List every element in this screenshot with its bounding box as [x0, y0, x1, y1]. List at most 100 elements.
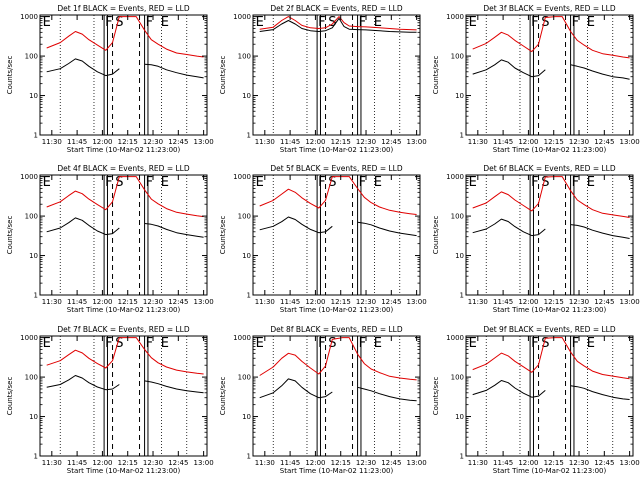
series-lld	[472, 176, 630, 218]
y-tick-label: 100	[25, 53, 38, 61]
region-label: F	[572, 175, 579, 190]
x-tick-label: 12:15	[331, 298, 351, 306]
region-label: F	[105, 15, 112, 30]
region-label: F	[146, 15, 153, 30]
region-label: E	[374, 336, 382, 351]
x-tick-label: 12:30	[356, 298, 376, 306]
y-tick-label: 1000	[446, 173, 464, 181]
x-tick-label: 12:45	[168, 459, 188, 467]
y-tick-label: 1	[247, 132, 251, 140]
x-tick-label: 11:30	[42, 459, 62, 467]
x-tick-label: 11:30	[468, 459, 488, 467]
region-label: E	[374, 15, 382, 30]
x-axis-label: Start Time (10-Mar-02 11:23:00)	[280, 467, 394, 475]
series-lld	[46, 176, 204, 218]
region-label: F	[146, 336, 153, 351]
y-axis-label: Counts/sec	[219, 56, 227, 95]
x-tick-label: 13:00	[407, 138, 427, 146]
y-axis-label: Counts/sec	[6, 216, 14, 255]
x-tick-label: 12:30	[569, 459, 589, 467]
region-label: E	[43, 175, 51, 190]
x-tick-label: 12:45	[168, 298, 188, 306]
region-label: E	[256, 15, 264, 30]
region-label: E	[256, 336, 264, 351]
y-tick-label: 10	[29, 252, 38, 260]
x-tick-label: 12:15	[544, 138, 564, 146]
panel-title: Det 1f BLACK = Events, RED = LLD	[57, 4, 190, 13]
y-tick-label: 1000	[20, 13, 38, 21]
x-tick-label: 11:30	[255, 298, 275, 306]
region-label: S	[328, 336, 336, 351]
region-label: F	[359, 175, 366, 190]
region-label: S	[328, 175, 336, 190]
y-tick-label: 1000	[233, 173, 251, 181]
series-lld	[472, 16, 630, 59]
x-tick-label: 12:15	[118, 459, 138, 467]
y-axis-label: Counts/sec	[432, 216, 440, 255]
y-tick-label: 100	[238, 374, 251, 382]
x-axis-label: Start Time (10-Mar-02 11:23:00)	[493, 146, 607, 154]
x-axis-label: Start Time (10-Mar-02 11:23:00)	[493, 467, 607, 475]
region-label: F	[318, 175, 325, 190]
plot-frame	[39, 14, 208, 136]
x-tick-label: 12:45	[381, 459, 401, 467]
region-label: S	[328, 15, 336, 30]
x-tick-label: 12:15	[118, 298, 138, 306]
x-tick-label: 12:00	[92, 298, 112, 306]
x-tick-label: 12:00	[305, 138, 325, 146]
x-tick-label: 12:30	[569, 138, 589, 146]
region-label: F	[146, 175, 153, 190]
series-events	[472, 59, 630, 80]
y-tick-label: 10	[242, 413, 251, 421]
region-label: S	[541, 175, 549, 190]
y-tick-label: 1	[460, 132, 464, 140]
region-label: E	[587, 175, 595, 190]
y-tick-label: 10	[242, 252, 251, 260]
y-tick-label: 1	[460, 453, 464, 461]
region-label: F	[572, 336, 579, 351]
x-axis-label: Start Time (10-Mar-02 11:23:00)	[67, 467, 181, 475]
y-tick-label: 100	[238, 53, 251, 61]
region-label: E	[43, 336, 51, 351]
x-tick-label: 11:45	[280, 138, 300, 146]
y-axis-label: Counts/sec	[432, 56, 440, 95]
y-tick-label: 1	[247, 453, 251, 461]
x-tick-label: 12:30	[569, 298, 589, 306]
x-tick-label: 12:00	[92, 459, 112, 467]
panel-title: Det 2f BLACK = Events, RED = LLD	[270, 4, 403, 13]
y-tick-label: 1000	[233, 13, 251, 21]
series-lld	[46, 337, 204, 375]
y-tick-label: 1000	[446, 334, 464, 342]
region-label: E	[587, 15, 595, 30]
x-tick-label: 12:15	[118, 138, 138, 146]
plot-frame	[465, 174, 634, 296]
y-tick-label: 10	[242, 92, 251, 100]
x-tick-label: 12:45	[381, 298, 401, 306]
region-label: E	[469, 175, 477, 190]
y-tick-label: 100	[25, 213, 38, 221]
x-tick-label: 11:30	[468, 138, 488, 146]
y-tick-label: 100	[25, 374, 38, 382]
x-tick-label: 11:45	[493, 459, 513, 467]
y-tick-label: 1	[247, 292, 251, 300]
x-tick-label: 13:00	[194, 298, 214, 306]
plot-frame	[252, 335, 421, 457]
x-axis-label: Start Time (10-Mar-02 11:23:00)	[67, 306, 181, 314]
series-lld	[472, 337, 630, 380]
region-label: E	[469, 15, 477, 30]
y-tick-label: 1	[460, 292, 464, 300]
x-axis-label: Start Time (10-Mar-02 11:23:00)	[67, 146, 181, 154]
x-tick-label: 12:15	[331, 138, 351, 146]
y-tick-label: 1000	[233, 334, 251, 342]
series-events	[46, 217, 204, 238]
x-tick-label: 13:00	[194, 138, 214, 146]
y-tick-label: 100	[451, 213, 464, 221]
region-label: F	[318, 15, 325, 30]
x-tick-label: 12:00	[518, 459, 538, 467]
x-tick-label: 11:45	[67, 459, 87, 467]
panel-title: Det 7f BLACK = Events, RED = LLD	[57, 325, 190, 334]
x-tick-label: 12:30	[143, 298, 163, 306]
plot-frame	[465, 14, 634, 136]
